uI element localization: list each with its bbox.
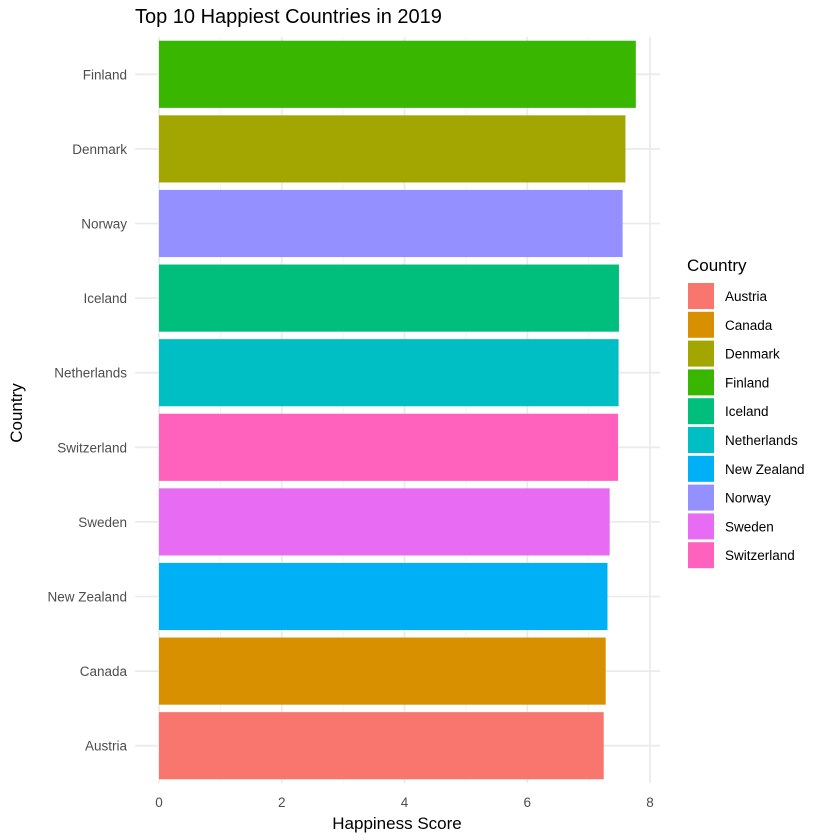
x-axis-title: Happiness Score [332,814,461,833]
legend-key-denmark [688,340,714,367]
legend-title: Country [687,256,747,275]
bar-switzerland [159,413,619,481]
legend-key-finland [688,369,714,396]
legend-label: Sweden [725,519,774,534]
legend-key-switzerland [688,542,714,569]
y-tick-label: Sweden [78,515,127,530]
legend-key-new-zealand [688,455,714,482]
bar-austria [159,712,604,780]
x-tick-label: 0 [155,795,163,810]
chart-title: Top 10 Happiest Countries in 2019 [135,6,442,28]
y-tick-label: Canada [80,664,128,679]
bars [159,40,636,780]
y-axis-title: Country [7,383,26,443]
y-tick-label: Netherlands [54,366,127,381]
legend-key-canada [688,311,714,338]
legend-label: Canada [725,318,773,333]
bar-finland [159,40,636,108]
legend-label: Finland [725,375,769,390]
y-tick-label: Switzerland [57,440,127,455]
x-tick-label: 4 [401,795,409,810]
legend-key-iceland [688,398,714,425]
y-tick-label: Iceland [83,291,127,306]
bar-canada [159,637,606,705]
bar-norway [159,189,623,258]
y-tick-label: Denmark [72,142,127,157]
legend-key-norway [688,484,714,511]
x-tick-label: 2 [278,795,286,810]
legend-label: Denmark [725,347,780,362]
y-tick-label: New Zealand [47,590,127,605]
y-tick-label: Finland [83,67,127,82]
legend-key-netherlands [688,427,714,453]
legend-label: Norway [725,491,771,506]
x-axis-ticks: 0 2 4 6 8 [155,795,654,810]
legend-label: Switzerland [725,548,795,563]
x-tick-label: 6 [523,795,531,810]
legend: Country Austria Canada Denmark Finland Icela… [687,256,805,569]
legend-key-austria [688,283,714,309]
bar-new-zealand [159,562,608,631]
bar-denmark [159,115,626,183]
legend-key-sweden [688,513,714,540]
bar-netherlands [159,339,619,407]
legend-label: Austria [725,289,768,304]
bar-sweden [159,488,610,556]
y-tick-label: Austria [85,739,128,754]
x-tick-label: 8 [646,795,654,810]
legend-label: New Zealand [725,462,805,477]
y-axis-ticks: Finland Denmark Norway Iceland Netherlands Sw… [47,67,127,753]
y-tick-label: Norway [81,217,127,232]
legend-label: Iceland [725,404,769,419]
legend-label: Netherlands [725,433,798,448]
bar-iceland [159,264,619,332]
